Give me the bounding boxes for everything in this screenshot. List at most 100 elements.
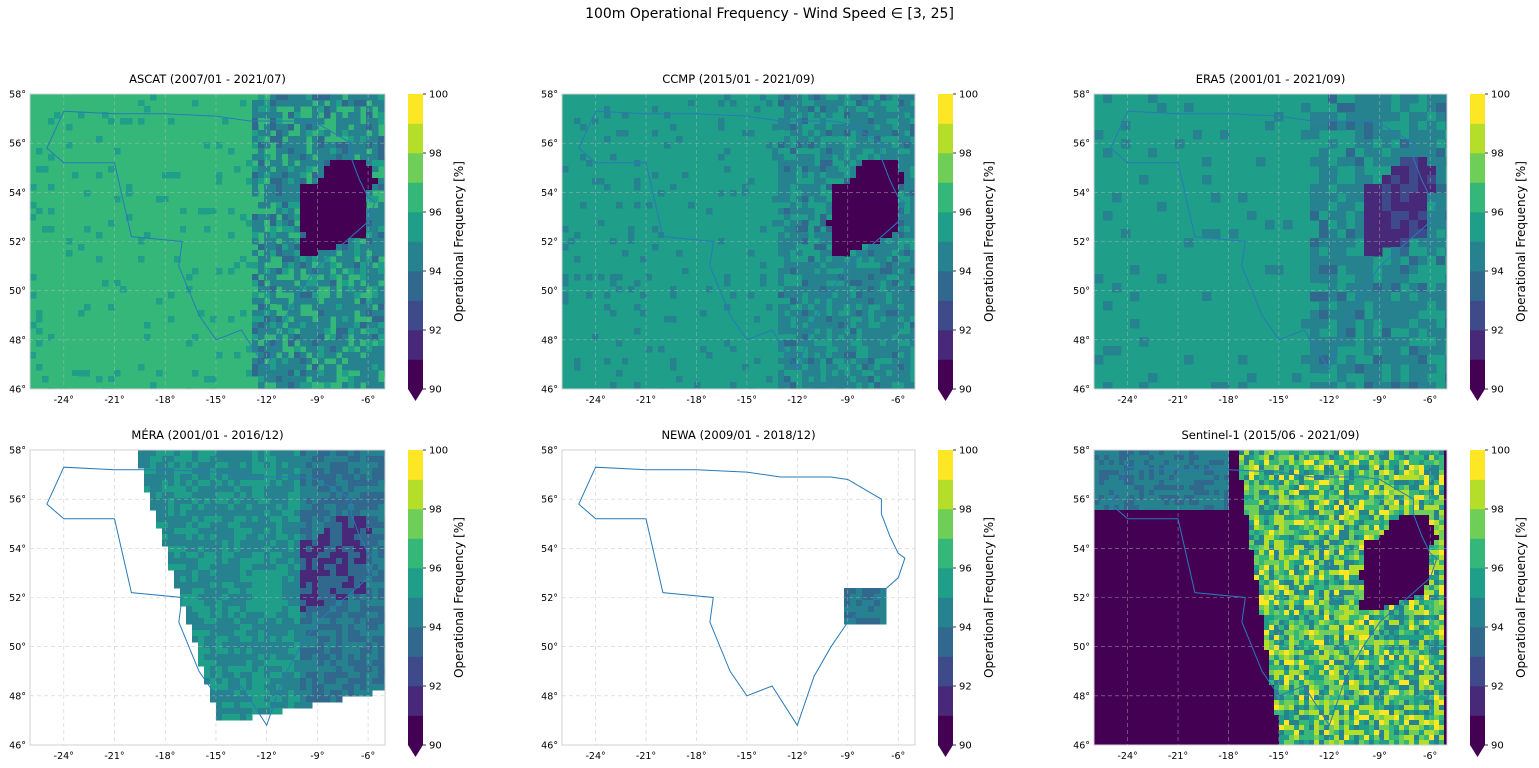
heatmap-cell [294,172,301,179]
heatmap-cell [730,352,737,359]
heatmap-cell [1391,265,1401,275]
heatmap-cell [270,558,277,565]
axes-frame [561,93,916,390]
heatmap-cell [138,268,145,275]
heatmap-cell [790,364,797,371]
heatmap-cell [336,94,343,101]
heatmap-cell [736,232,743,239]
heatmap-cell [162,486,169,493]
heatmap-cell [222,624,229,631]
heatmap-cell [252,492,259,499]
heatmap-cell [1418,211,1428,221]
heatmap-cell [838,244,845,251]
heatmap-cell [868,358,875,365]
heatmap-cell [330,250,337,257]
heatmap-cell [1373,373,1383,383]
heatmap-cell [790,358,797,365]
heatmap-cell [1373,130,1383,140]
heatmap-cell [258,226,265,233]
heatmap-cell [1418,364,1428,374]
heatmap-cell [814,334,821,341]
heatmap-cell [1427,184,1437,194]
heatmap-cell [270,606,277,613]
heatmap-cell [844,220,851,227]
heatmap-cell [808,238,815,245]
heatmap-cell [192,522,199,529]
heatmap-cell [1391,283,1401,293]
heatmap-cell [180,462,187,469]
heatmap-cell [360,202,367,209]
heatmap-cell [1364,265,1374,275]
heatmap-cell [336,678,343,685]
heatmap-cell [586,160,593,167]
heatmap-cell [294,498,301,505]
heatmap-cell [318,268,325,275]
heatmap-cell [318,370,325,377]
heatmap-cell [348,486,355,493]
heatmap-cell [300,214,307,221]
heatmap-cell [168,450,175,457]
heatmap-cell [336,226,343,233]
heatmap-cell [850,148,857,155]
heatmap-cell [30,154,37,161]
heatmap-cell [330,546,337,553]
heatmap-cell [562,280,569,287]
heatmap-cell [820,142,827,149]
heatmap-cell [820,292,827,299]
heatmap-cell [324,190,331,197]
heatmap-cell [342,498,349,505]
heatmap-cell [204,606,211,613]
heatmap-cell [210,214,217,221]
heatmap-cell [778,346,785,353]
heatmap-cell [78,208,85,215]
heatmap-cell [198,570,205,577]
heatmap-cell [1094,450,1100,456]
heatmap-cell [1292,121,1302,131]
heatmap-cell [288,648,295,655]
heatmap-cell [1400,202,1410,212]
heatmap-cell [664,142,671,149]
heatmap-cell [270,552,277,559]
heatmap-cell [234,594,241,601]
heatmap-cell [844,184,851,191]
heatmap-cell [318,118,325,125]
heatmap-cell [228,654,235,661]
heatmap-cell [868,160,875,167]
heatmap-cell [826,322,833,329]
heatmap-cell [808,304,815,311]
heatmap-cell [778,370,785,377]
heatmap-cell [616,232,623,239]
heatmap-cell [288,696,295,703]
heatmap-cell [880,130,887,137]
heatmap-cell [832,370,839,377]
heatmap-cell [246,450,253,457]
heatmap-cell [366,516,373,523]
heatmap-cell [330,220,337,227]
heatmap-cell [372,334,379,341]
x-tick-label: -6° [361,395,375,406]
heatmap-cell [312,648,319,655]
heatmap-cell [1373,310,1383,320]
heatmap-cell [270,340,277,347]
heatmap-cell [114,286,121,293]
heatmap-cell [886,352,893,359]
heatmap-cell [216,684,223,691]
heatmap-cell [366,370,373,377]
heatmap-cell [808,94,815,101]
heatmap-cell [904,106,911,113]
heatmap-cell [294,346,301,353]
heatmap-cell [144,370,151,377]
heatmap-cell [360,124,367,131]
heatmap-cell [838,346,845,353]
heatmap-cell [348,648,355,655]
heatmap-cell [270,226,277,233]
heatmap-cell [150,450,157,457]
heatmap-cell [288,196,295,203]
heatmap-cell [312,136,319,143]
heatmap-cell [652,226,659,233]
heatmap-cell [228,612,235,619]
heatmap-cell [252,486,259,493]
heatmap-cell [348,232,355,239]
heatmap-cell [868,346,875,353]
heatmap-cell [294,244,301,251]
